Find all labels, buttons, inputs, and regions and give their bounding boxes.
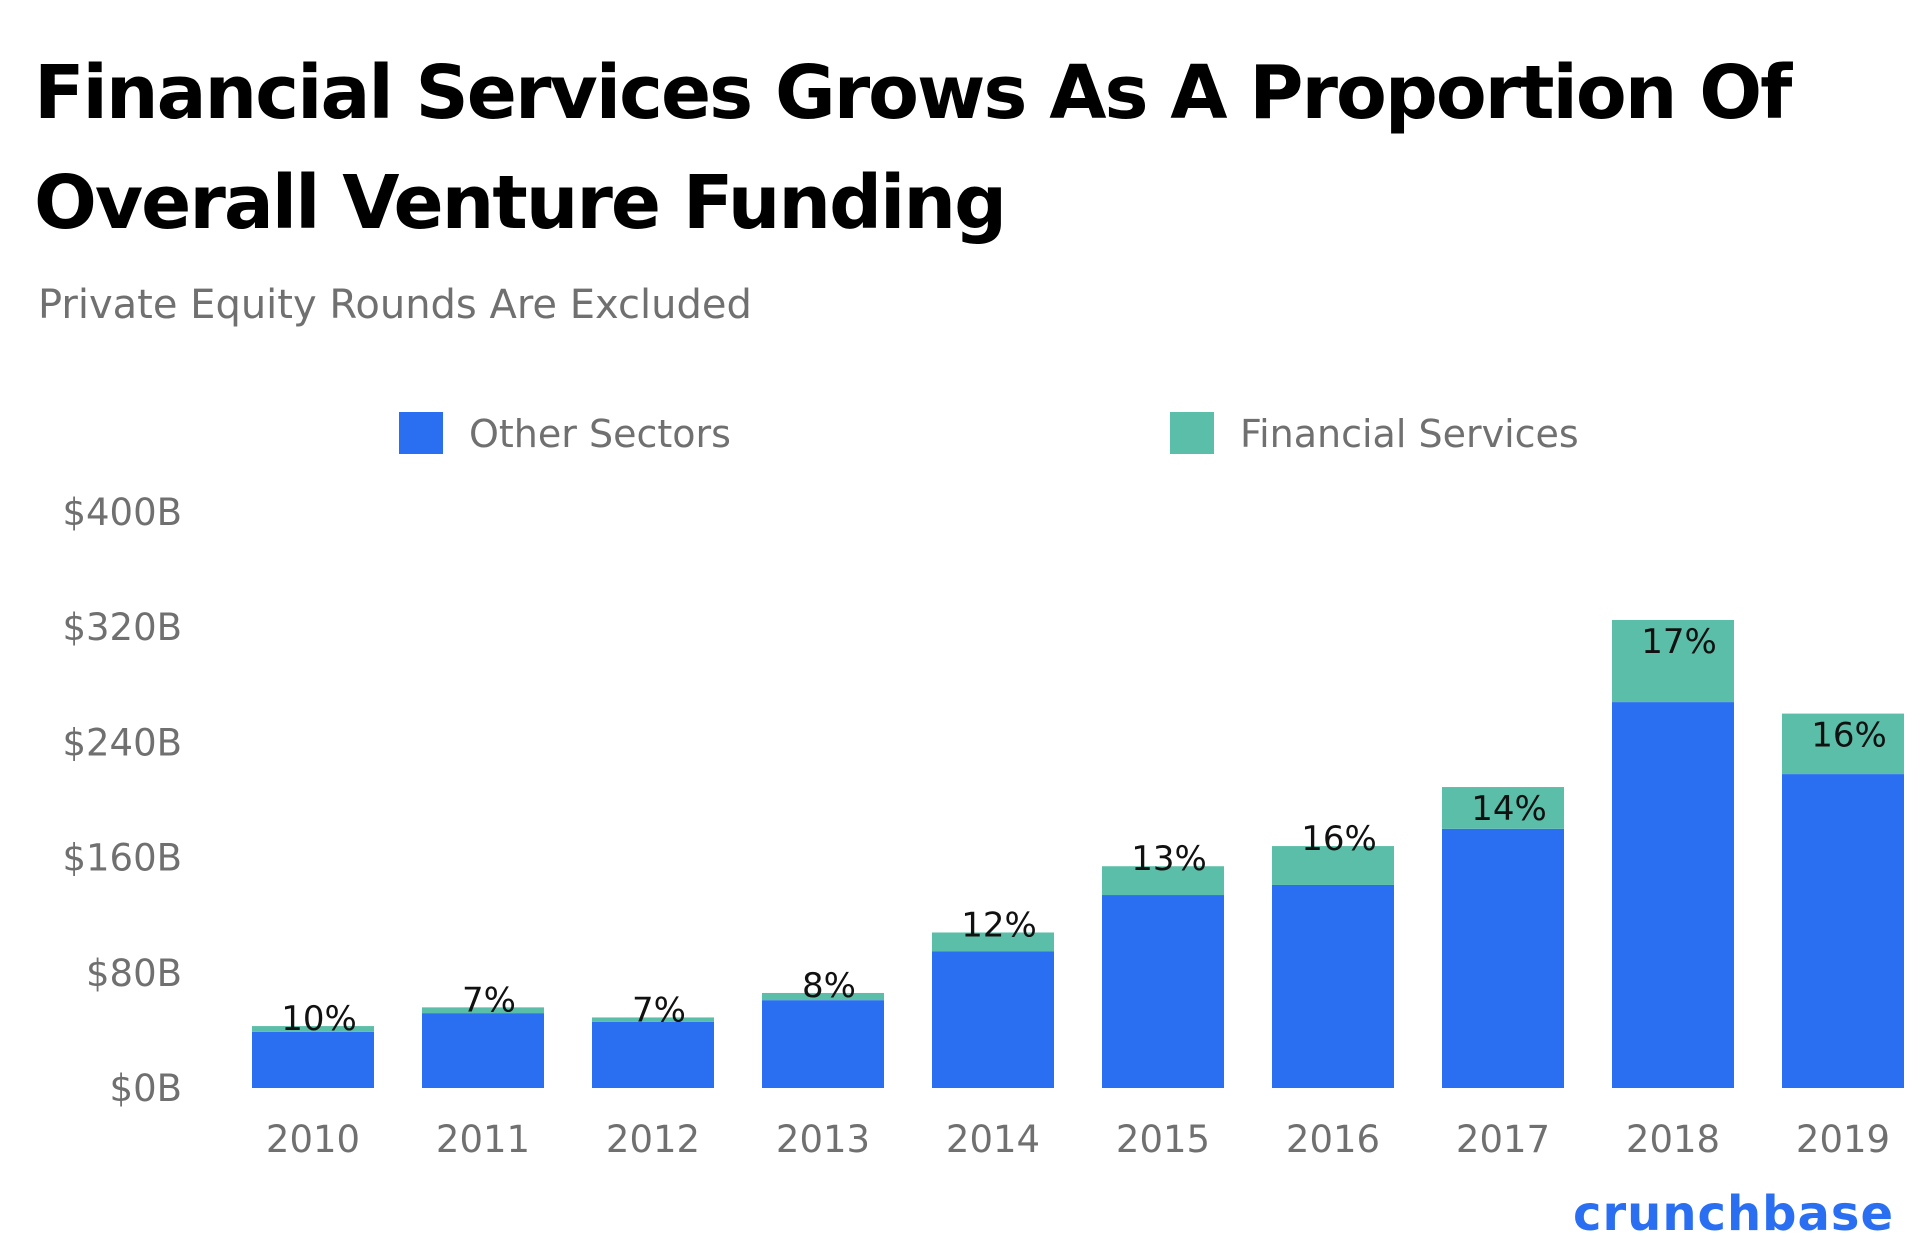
y-axis: $0B $80B $160B $240B $320B $400B: [62, 491, 182, 1110]
bar-other-sectors-2014: [932, 951, 1054, 1088]
x-tick-label-2012: 2012: [606, 1118, 700, 1161]
bars: 10% 7% 7% 8% 12% 13% 16% 14% 17% 16%: [252, 620, 1904, 1088]
bar-financial-services-2010: [252, 1026, 374, 1032]
legend-label-0: Other Sectors: [469, 412, 731, 456]
bar-other-sectors-2012: [592, 1021, 714, 1088]
legend-swatch-0: [399, 412, 443, 454]
data-label-2016: 16%: [1301, 819, 1377, 859]
bar-financial-services-2014: [932, 932, 1054, 952]
bar-other-sectors-2019: [1782, 774, 1904, 1088]
bar-other-sectors-2011: [422, 1013, 544, 1088]
bar-financial-services-2012: [592, 1017, 714, 1022]
data-label-2011: 7%: [462, 980, 516, 1020]
legend-label-1: Financial Services: [1240, 412, 1579, 456]
x-tick-label-2019: 2019: [1796, 1118, 1890, 1161]
bar-other-sectors-2010: [252, 1031, 374, 1088]
bar-other-sectors-2017: [1442, 828, 1564, 1088]
bar-other-sectors-2018: [1612, 702, 1734, 1088]
bar-financial-services-2016: [1272, 846, 1394, 885]
bar-financial-services-2017: [1442, 787, 1564, 829]
bar-financial-services-2011: [422, 1007, 544, 1014]
data-label-2018: 17%: [1641, 622, 1717, 662]
chart-subtitle: Private Equity Rounds Are Excluded: [38, 282, 752, 328]
x-tick-label-2015: 2015: [1116, 1118, 1210, 1161]
bar-financial-services-2019: [1782, 713, 1904, 775]
data-label-2017: 14%: [1471, 789, 1547, 829]
x-tick-label-2011: 2011: [436, 1118, 530, 1161]
data-label-2010: 10%: [281, 999, 357, 1039]
y-tick-label: $80B: [86, 952, 182, 995]
x-tick-label-2014: 2014: [946, 1118, 1040, 1161]
x-tick-label-2010: 2010: [266, 1118, 360, 1161]
y-tick-label: $0B: [110, 1067, 182, 1110]
x-axis: 2010 2011 2012 2013 2014 2015 2016 2017 2018 2019: [266, 1118, 1890, 1161]
legend-swatch-1: [1170, 412, 1214, 454]
x-tick-label-2013: 2013: [776, 1118, 870, 1161]
data-label-2014: 12%: [961, 905, 1037, 945]
data-label-2019: 16%: [1811, 716, 1887, 756]
bar-other-sectors-2015: [1102, 895, 1224, 1088]
crunchbase-logo: crunchbase: [1573, 1186, 1894, 1242]
data-label-2015: 13%: [1131, 839, 1207, 879]
y-tick-label: $320B: [62, 606, 182, 649]
legend: Other Sectors Financial Services: [399, 412, 1579, 456]
chart-title: Financial Services Grows As A Proportion…: [34, 50, 1792, 246]
bar-other-sectors-2013: [762, 1000, 884, 1088]
x-tick-label-2016: 2016: [1286, 1118, 1380, 1161]
bar-financial-services-2018: [1612, 620, 1734, 703]
data-label-2013: 8%: [802, 966, 856, 1006]
y-tick-label: $160B: [62, 837, 182, 880]
y-tick-label: $400B: [62, 491, 182, 534]
x-tick-label-2018: 2018: [1626, 1118, 1720, 1161]
bar-financial-services-2013: [762, 992, 884, 1001]
bar-other-sectors-2016: [1272, 884, 1394, 1088]
bar-financial-services-2015: [1102, 866, 1224, 896]
data-label-2012: 7%: [632, 990, 686, 1030]
x-tick-label-2017: 2017: [1456, 1118, 1550, 1161]
y-tick-label: $240B: [62, 721, 182, 764]
